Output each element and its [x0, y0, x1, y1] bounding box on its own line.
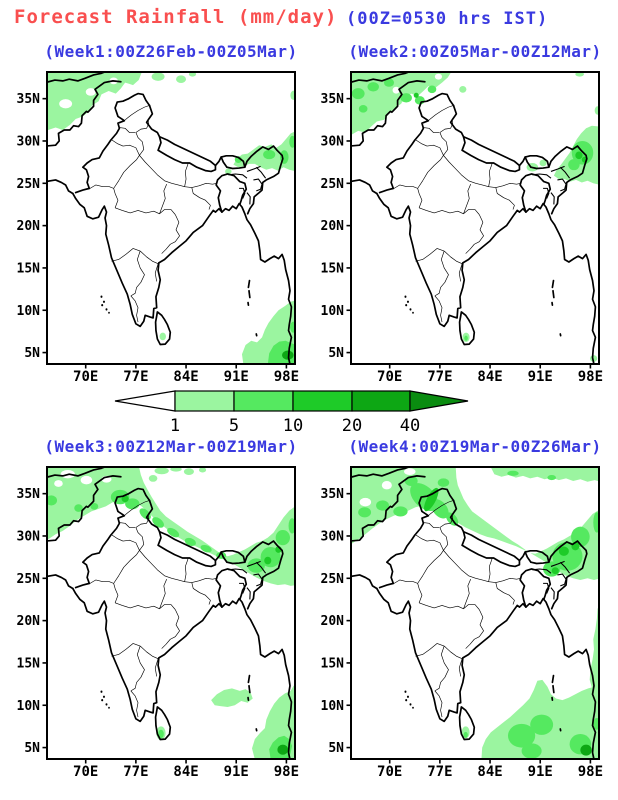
colorbar-seg-5-10: [233, 390, 294, 412]
colorbar-tick-label: 10: [283, 416, 303, 435]
lat-tick-label: 10N: [321, 699, 345, 714]
axis-ticks: 35N 30N 25N 20N 15N 10N 5N 70E 77E 84E 91E 98E: [17, 92, 300, 384]
lon-tick-label: 98E: [274, 369, 299, 384]
india-rainfall-map-week4: 35N 30N 25N 20N 15N 10N 5N 70E 77E 84E 91E 98E: [321, 466, 604, 779]
map-frame: [46, 71, 296, 365]
lat-tick-label: 5N: [24, 346, 40, 361]
lon-tick-label: 84E: [477, 369, 502, 384]
lat-tick-label: 25N: [17, 177, 41, 192]
lat-tick-label: 30N: [321, 529, 345, 544]
map-frame: [350, 71, 600, 365]
lat-tick-label: 30N: [17, 529, 41, 544]
lat-tick-label: 5N: [24, 741, 40, 756]
lat-tick-label: 5N: [328, 346, 344, 361]
lat-tick-label: 15N: [17, 261, 41, 276]
lat-tick-label: 20N: [17, 614, 41, 629]
time-note: (00Z=0530 hrs IST): [346, 9, 549, 29]
panel-week4: (Week4:00Z19Mar-00Z26Mar) 35N 30N 25N 20N 15…: [315, 435, 605, 781]
lat-tick-label: 20N: [321, 614, 345, 629]
panel-week4-label: (Week4:00Z19Mar-00Z26Mar): [348, 437, 602, 456]
lon-tick-label: 77E: [123, 764, 148, 779]
lat-tick-label: 35N: [17, 487, 41, 502]
lon-tick-label: 84E: [173, 369, 198, 384]
panel-week2: (Week2:00Z05Mar-00Z12Mar) 35N 30N 25N 20N 15…: [315, 40, 605, 386]
lon-tick-label: 91E: [528, 764, 553, 779]
map-frame: [46, 466, 296, 760]
colorbar-tick-label: 5: [229, 416, 239, 435]
page-title: Forecast Rainfall (mm/day): [14, 6, 338, 28]
lat-tick-label: 30N: [321, 134, 345, 149]
lon-tick-label: 98E: [578, 764, 603, 779]
lon-tick-label: 98E: [578, 369, 603, 384]
lat-tick-label: 15N: [321, 656, 345, 671]
axis-ticks: 35N 30N 25N 20N 15N 10N 5N 70E 77E 84E 91E 98E: [17, 487, 300, 779]
lat-tick-label: 10N: [17, 304, 41, 319]
lat-tick-label: 35N: [17, 92, 41, 107]
colorbar-seg-20-40: [351, 390, 411, 412]
panel-week1-label: (Week1:00Z26Feb-00Z05Mar): [44, 42, 298, 61]
lat-tick-label: 10N: [321, 304, 345, 319]
lon-tick-label: 77E: [427, 764, 452, 779]
colorbar-under-arrow: [115, 391, 175, 411]
lon-tick-label: 98E: [274, 764, 299, 779]
colorbar-seg-10-20: [292, 390, 353, 412]
lon-tick-label: 84E: [173, 764, 198, 779]
lon-tick-label: 91E: [224, 369, 249, 384]
india-rainfall-map-week1: 35N 30N 25N 20N 15N 10N 5N 70E 77E 84E 91E 98E: [17, 71, 300, 384]
lat-tick-label: 25N: [321, 177, 345, 192]
colorbar-tick-label: 20: [342, 416, 362, 435]
lon-tick-label: 77E: [123, 369, 148, 384]
lat-tick-label: 35N: [321, 487, 345, 502]
colorbar-over-arrow: [410, 391, 468, 411]
lon-tick-label: 70E: [73, 369, 98, 384]
india-rainfall-map-week2: 35N 30N 25N 20N 15N 10N 5N 70E 77E 84E 91E 98E: [321, 71, 604, 384]
india-rainfall-map-week3: 35N 30N 25N 20N 15N 10N 5N 70E 77E 84E 91E 98E: [17, 466, 300, 779]
lat-tick-label: 25N: [321, 572, 345, 587]
panel-week1: (Week1:00Z26Feb-00Z05Mar) 35N 30N 25N 20N 15…: [11, 40, 301, 386]
lon-tick-label: 91E: [224, 764, 249, 779]
lat-tick-label: 5N: [328, 741, 344, 756]
axis-ticks: 35N 30N 25N 20N 15N 10N 5N 70E 77E 84E 91E 98E: [321, 487, 604, 779]
lat-tick-label: 35N: [321, 92, 345, 107]
lat-tick-label: 20N: [17, 219, 41, 234]
rainfall-colorbar: 1 5 10 20 40: [110, 389, 475, 435]
lon-tick-label: 91E: [528, 369, 553, 384]
lat-tick-label: 25N: [17, 572, 41, 587]
lat-tick-label: 30N: [17, 134, 41, 149]
lon-tick-label: 84E: [477, 764, 502, 779]
panel-week2-label: (Week2:00Z05Mar-00Z12Mar): [348, 42, 602, 61]
map-background: [47, 72, 295, 364]
lat-tick-label: 10N: [17, 699, 41, 714]
map-background: [351, 72, 599, 364]
panel-week3: (Week3:00Z12Mar-00Z19Mar) 35N 30N 25N 20N 15…: [11, 435, 301, 781]
lat-tick-label: 15N: [321, 261, 345, 276]
map-frame: [350, 466, 600, 760]
colorbar-tick-label: 40: [400, 416, 420, 435]
lon-tick-label: 77E: [427, 369, 452, 384]
map-background: [47, 467, 295, 759]
colorbar-labels: 1 5 10 20 40: [170, 416, 420, 435]
colorbar-tick-label: 1: [170, 416, 180, 435]
lat-tick-label: 20N: [321, 219, 345, 234]
lat-tick-label: 15N: [17, 656, 41, 671]
colorbar-seg-1-5: [174, 390, 235, 412]
panel-week3-label: (Week3:00Z12Mar-00Z19Mar): [44, 437, 298, 456]
lon-tick-label: 70E: [377, 764, 402, 779]
axis-ticks: 35N 30N 25N 20N 15N 10N 5N 70E 77E 84E 91E 98E: [321, 92, 604, 384]
lon-tick-label: 70E: [377, 369, 402, 384]
lon-tick-label: 70E: [73, 764, 98, 779]
